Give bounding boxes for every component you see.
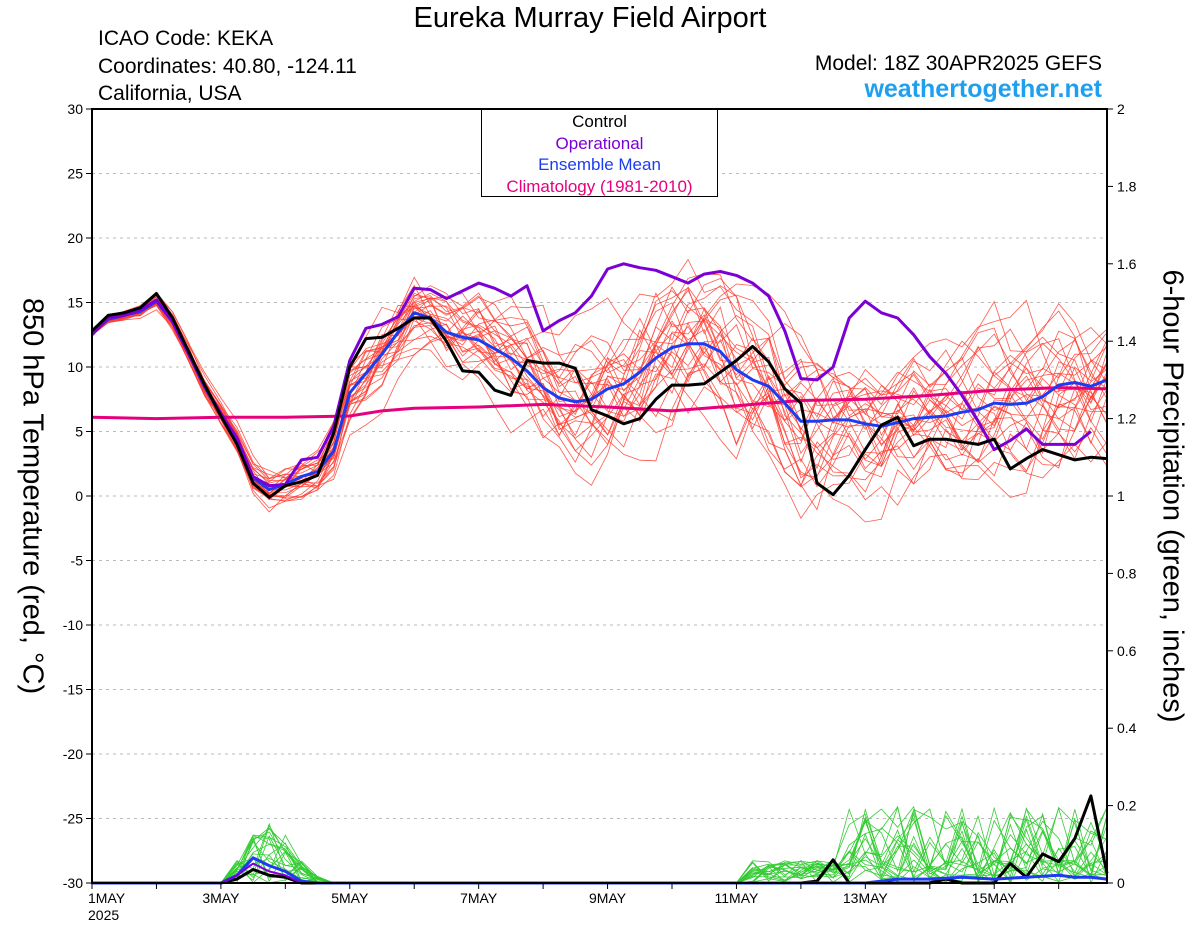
series-line-ensemble-mean (91, 299, 1108, 492)
legend: Control Operational Ensemble Mean Climat… (481, 109, 718, 197)
precip-line-ensemble-mean (92, 856, 1108, 885)
y2-tick-label: 1.8 (1117, 178, 1137, 194)
y-tick-label: -10 (63, 617, 83, 633)
legend-operational: Operational (555, 133, 644, 153)
ensemble-member-line (91, 292, 1108, 481)
y2-tick-label: 0.6 (1117, 643, 1137, 659)
precip-line-operational (92, 862, 1107, 884)
y-tick-label: 10 (67, 359, 83, 375)
y-tick-label: 15 (67, 295, 83, 311)
x-tick-label: 3MAY (202, 890, 240, 906)
icao-code: ICAO Code: KEKA (98, 27, 274, 50)
precip-member-line (92, 806, 1108, 884)
y-tick-label: 0 (75, 488, 83, 504)
y-tick-label: 20 (67, 230, 83, 246)
model-run: Model: 18Z 30APR2025 GEFS (814, 52, 1102, 75)
precip-member-line (92, 807, 1108, 884)
precip-member-line (92, 808, 1108, 884)
x-tick-label: 15MAY (972, 890, 1018, 906)
legend-ensemble-mean: Ensemble Mean (538, 155, 661, 174)
y2-tick-label: 1.6 (1117, 256, 1137, 272)
site-link[interactable]: weathertogether.net (864, 75, 1102, 103)
x-tick-label: 5MAY (331, 890, 369, 906)
ensemble-member-line (91, 298, 1108, 519)
chart-title: Eureka Murray Field Airport (413, 2, 767, 34)
y2-tick-label: 1.4 (1117, 333, 1137, 349)
y2-tick-label: 0.4 (1117, 720, 1137, 736)
axes: 302520151050-5-10-15-20-25-3021.81.61.41… (63, 101, 1137, 923)
y-tick-label: -25 (63, 811, 83, 827)
x-tick-label: 13MAY (843, 890, 889, 906)
grid (92, 173, 1107, 819)
y2-tick-label: 0 (1117, 875, 1125, 891)
region: California, USA (98, 82, 242, 105)
y-tick-label: -30 (63, 875, 83, 891)
series-lines (90, 262, 1109, 885)
ensemble-member-line (91, 278, 1108, 480)
series-line-climatology-1981-2010 (91, 386, 1108, 421)
y2-tick-label: 0.2 (1117, 798, 1137, 814)
y-tick-label: 30 (67, 101, 83, 117)
coordinates: Coordinates: 40.80, -124.11 (98, 55, 357, 78)
ensemble-member-line (91, 292, 1108, 501)
x-tick-label: 7MAY (460, 890, 498, 906)
y2-tick-label: 1.2 (1117, 411, 1137, 427)
ensemble-member-line (91, 286, 1108, 513)
y2-tick-label: 0.8 (1117, 565, 1137, 581)
series-line-control (90, 292, 1108, 499)
y-tick-label: 25 (67, 166, 83, 182)
x-tick-label: 11MAY (715, 890, 759, 906)
y2-tick-label: 1 (1117, 488, 1125, 504)
legend-control: Control (572, 112, 627, 131)
legend-climatology: Climatology (1981-2010) (506, 176, 693, 196)
series-line-operational (90, 262, 1092, 488)
y-tick-label: -20 (63, 746, 83, 762)
ensemble-member-line (91, 295, 1108, 482)
ensemble-member-line (91, 296, 1108, 509)
precip-member-line (92, 809, 1108, 884)
y2-tick-label: 2 (1117, 101, 1125, 117)
ensemble-member-line (91, 276, 1108, 479)
y-tick-label: 5 (75, 424, 83, 440)
x-tick-label: 9MAY (589, 890, 627, 906)
ensemble-member-line (91, 284, 1108, 506)
ensemble-members (91, 258, 1108, 523)
ensemble-member-line (91, 303, 1108, 489)
precip-member-line (92, 806, 1108, 884)
x-tick-sublabel: 2025 (88, 907, 119, 923)
x-tick-label: 1MAY (88, 890, 126, 906)
ensemble-member-line (91, 296, 1108, 480)
y-tick-label: -5 (71, 553, 84, 569)
y-tick-label: -15 (63, 682, 83, 698)
